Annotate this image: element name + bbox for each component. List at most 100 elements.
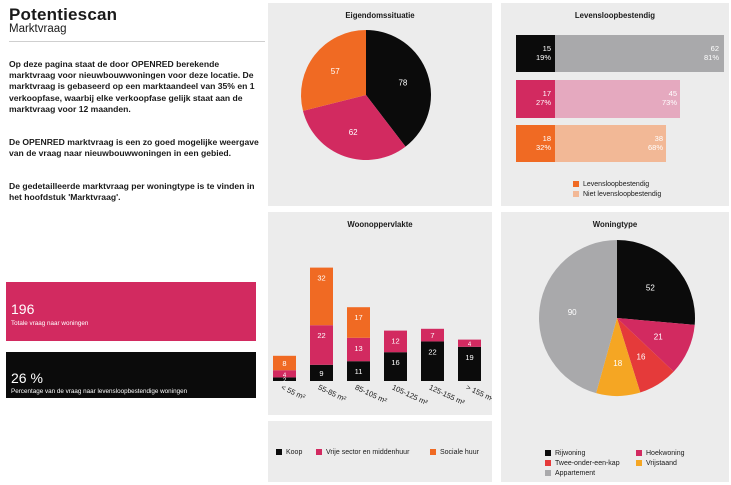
legend-vrijstaand: Vrijstaand	[636, 460, 677, 467]
total-demand-card: 196 Totale vraag naar woningen	[6, 282, 256, 341]
pie-label-rijwoning: 52	[646, 283, 655, 292]
bar-sociale-huur-55-m	[273, 355, 296, 371]
non-lifecycle-bar-vrije-sector	[555, 80, 680, 118]
bar-koop-155-m	[458, 346, 481, 381]
living-area-legend-panel: Koop Vrije sector en middenhuur Sociale …	[268, 421, 492, 482]
intro-paragraph: Op deze pagina staat de door OPENRED ber…	[9, 59, 255, 114]
pie-label-twee-onder-een-kap: 16	[637, 352, 646, 361]
bar-label: 11	[355, 367, 363, 376]
bar-vrije-sector-en-middenhuur-55-85-m	[310, 325, 333, 365]
legend-swatch	[316, 449, 322, 456]
bar-sociale-huur-85-105-m	[347, 307, 370, 338]
bar-label: 22	[317, 331, 325, 340]
info-paragraph: De OPENRED marktvraag is een zo goed mog…	[9, 137, 259, 159]
bar-vrije-sector-en-middenhuur-105-125-m	[384, 330, 407, 353]
lifecycle-percent: 32%	[535, 143, 551, 152]
pie-label-vrije-sector-en-middenhuur: 62	[349, 128, 358, 137]
lifecycle-percentage-value: 26 %	[11, 370, 43, 386]
x-tick-label: 55-85 m²	[317, 383, 348, 404]
non-lifecycle-percent: 81%	[703, 53, 719, 62]
legend-swatch	[276, 449, 282, 456]
legend-appartement: Appartement	[545, 470, 595, 477]
reference-paragraph: De gedetailleerde marktvraag per woningt…	[9, 181, 255, 203]
bar-vrije-sector-en-middenhuur-85-105-m	[347, 337, 370, 362]
total-demand-label: Totale vraag naar woningen	[11, 320, 89, 327]
non-lifecycle-value: 38	[654, 134, 663, 143]
ownership-pie-chart: 78 62 57	[301, 30, 431, 160]
bar-koop-55-85-m	[310, 364, 333, 381]
pie-label-koop: 78	[398, 78, 407, 87]
ownership-pie-slices: 78 62 57	[301, 30, 431, 160]
pie-slice-appartement	[539, 240, 617, 394]
bar-koop-85-105-m	[347, 361, 370, 381]
ownership-chart-title: Eigendomssituatie	[345, 11, 415, 20]
legend-label: Koop	[286, 449, 303, 456]
pie-slice-sociale-huur	[301, 30, 366, 111]
legend-swatch	[573, 181, 579, 188]
lifecycle-chart-title: Levensloopbestendig	[574, 11, 656, 20]
pie-label-vrijstaand: 18	[613, 359, 622, 368]
non-lifecycle-percent: 68%	[647, 143, 663, 152]
legend-swatch	[573, 191, 579, 198]
legend-label: Sociale huur	[440, 449, 479, 456]
bar-label: 8	[282, 359, 286, 368]
legend-label: Twee-onder-een-kap	[555, 460, 620, 467]
legend-sociale-huur: Sociale huur	[430, 449, 479, 456]
legend-swatch	[636, 450, 642, 457]
bar-koop-125-155-m	[421, 341, 444, 381]
pie-slice-koop	[366, 30, 431, 147]
legend-label: Vrije sector en middenhuur	[326, 449, 410, 456]
divider	[9, 41, 265, 42]
legend-vrije-sector: Vrije sector en middenhuur	[316, 449, 409, 456]
total-demand-value: 196	[11, 301, 35, 317]
lifecycle-bar-koop	[516, 35, 555, 72]
housing-type-chart-title: Woningtype	[592, 220, 638, 229]
bar-label: 32	[317, 274, 325, 283]
pie-slice-twee-onder-een-kap	[617, 318, 674, 393]
lifecycle-percentage-card: 26 % Percentage van de vraag naar levens…	[6, 352, 256, 398]
pie-slice-rijwoning	[617, 240, 695, 325]
lifecycle-percent: 27%	[535, 98, 551, 107]
pie-label-sociale-huur: 57	[331, 67, 340, 76]
legend-twee-onder-een-kap: Twee-onder-een-kap	[545, 460, 620, 467]
ownership-panel: Eigendomssituatie 78 62 57	[268, 3, 492, 206]
bar-label: 2	[283, 378, 287, 384]
lifecycle-panel: Levensloopbestendig 15 19% 62 81% 17 27% 45…	[501, 3, 729, 206]
bar-label: 4	[283, 373, 287, 379]
non-lifecycle-value: 45	[668, 89, 677, 98]
bar-koop-55-m	[273, 377, 296, 381]
x-tick-label: 125-155 m²	[428, 383, 467, 408]
legend-label: Niet levensloopbestendig	[583, 191, 662, 198]
non-lifecycle-value: 62	[710, 44, 719, 53]
pie-slice-vrije-sector-en-middenhuur	[302, 95, 406, 160]
bar-vrije-sector-en-middenhuur-55-m	[273, 370, 296, 378]
bar-label: 17	[354, 313, 362, 322]
legend-swatch	[545, 460, 551, 467]
lifecycle-percent: 19%	[535, 53, 551, 62]
legend-rijwoning: Rijwoning	[545, 450, 585, 457]
non-lifecycle-bar-sociale-huur	[555, 125, 666, 162]
non-lifecycle-bar-koop	[555, 35, 724, 72]
bar-label: 9	[319, 369, 323, 378]
pie-slice-vrijstaand	[596, 318, 641, 396]
x-tick-label: 105-125 m²	[391, 383, 430, 408]
living-area-chart-title: Woonoppervlakte	[347, 220, 413, 229]
bar-label: 13	[354, 344, 362, 353]
x-tick-label: 85-105 m²	[354, 383, 389, 406]
bar-koop-105-125-m	[384, 352, 407, 381]
page-subtitle: Marktvraag	[9, 23, 67, 35]
page-title: Potentiescan	[9, 5, 118, 24]
pie-slice-hoekwoning	[617, 318, 695, 372]
bar-label: 19	[465, 353, 473, 362]
bar-label: 7	[430, 331, 434, 340]
pie-label-hoekwoning: 21	[654, 333, 663, 342]
legend-swatch	[545, 470, 551, 477]
x-tick-label: > 155 m²	[465, 383, 492, 404]
legend-label: Appartement	[555, 470, 596, 477]
legend-label: Levensloopbestendig	[583, 181, 650, 188]
legend-swatch	[430, 449, 436, 456]
lifecycle-value: 15	[542, 44, 551, 53]
legend-label: Hoekwoning	[646, 450, 685, 457]
